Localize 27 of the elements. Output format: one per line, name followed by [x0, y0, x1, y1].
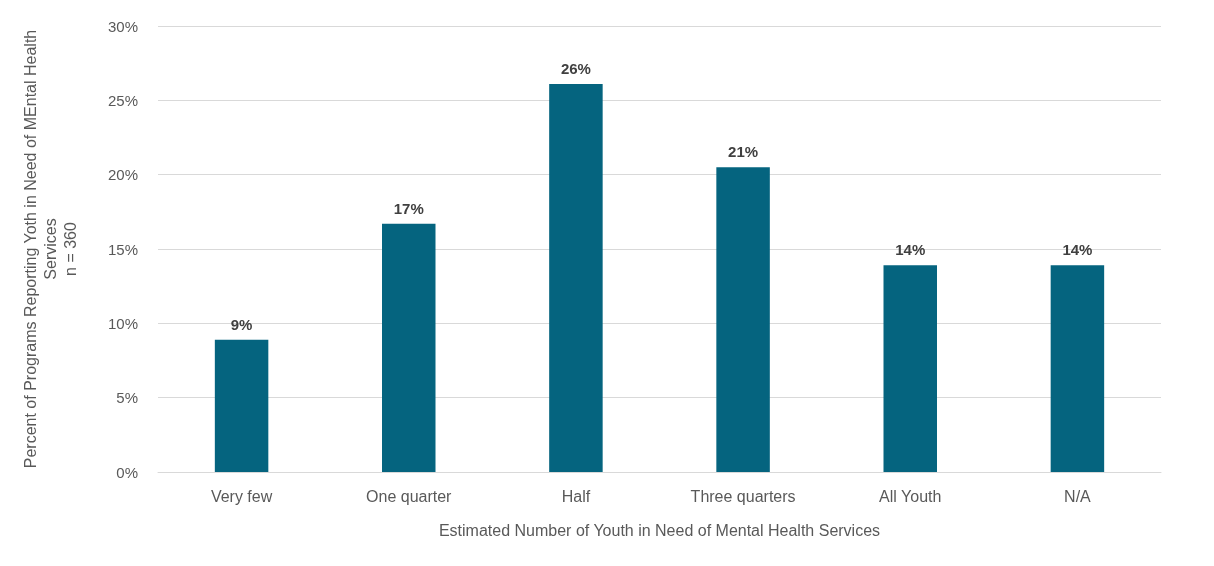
data-label: 17%	[393, 199, 424, 217]
bar	[549, 83, 603, 472]
y-tick-label: 25%	[107, 91, 138, 109]
x-tick-label: Three quarters	[690, 487, 796, 505]
bar	[1050, 265, 1105, 472]
x-axis-title: Estimated Number of Youth in Need of Mental Health Services	[438, 521, 881, 539]
y-tick-label: 20%	[107, 166, 138, 184]
y-tick-label: 0%	[116, 463, 138, 481]
y-tick-label: 5%	[116, 389, 138, 407]
bar	[716, 167, 770, 472]
data-label: 21%	[728, 143, 759, 161]
y-axis-title: Percent of Programs Reporting Yoth in Need of MEntal Health Services n = 360	[21, 29, 79, 469]
y-tick-label: 15%	[107, 240, 138, 258]
y-tick-label: 30%	[107, 17, 138, 35]
y-tick-label: 10%	[107, 314, 138, 332]
x-tick-label: One quarter	[366, 487, 453, 505]
x-tick-label: N/A	[1064, 487, 1092, 505]
bar	[883, 265, 937, 472]
bar	[382, 223, 436, 472]
data-label: 14%	[1062, 241, 1093, 259]
x-tick-label: Half	[561, 487, 591, 505]
x-tick-label: All Youth	[879, 487, 942, 505]
data-label: 9%	[230, 315, 253, 333]
bar	[214, 339, 269, 472]
data-label: 14%	[895, 241, 926, 259]
x-tick-label: Very few	[210, 487, 273, 505]
data-label: 26%	[560, 59, 591, 77]
